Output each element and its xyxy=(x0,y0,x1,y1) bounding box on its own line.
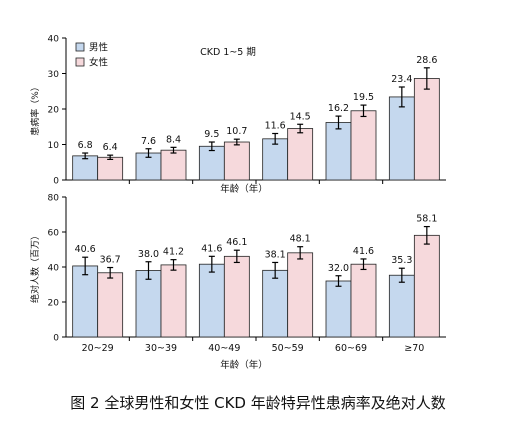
y-tick-label: 60 xyxy=(48,229,60,239)
bar-female xyxy=(413,234,440,338)
bar-female xyxy=(97,272,124,338)
y-tick-label: 0 xyxy=(53,177,59,187)
y-tick-label: 30 xyxy=(48,70,60,80)
y-tick-label: 10 xyxy=(48,141,60,151)
bar-female xyxy=(287,252,314,338)
bar-female xyxy=(223,255,250,338)
data-label: 58.1 xyxy=(416,214,437,225)
data-label: 9.5 xyxy=(204,129,219,140)
bar-male xyxy=(135,270,162,338)
chart-title: CKD 1~5 期 xyxy=(200,47,256,58)
chart-panel-1: 0 10 20 30 40 患病率（%） 年龄（年） 6.8 7.6 9.5 11.6 16.2 23.… xyxy=(29,35,446,195)
bar-male xyxy=(325,122,352,181)
y-axis-label: 患病率（%） xyxy=(29,82,41,136)
data-label: 10.7 xyxy=(226,126,247,137)
data-label: 16.2 xyxy=(328,103,349,114)
bar-female xyxy=(413,78,440,181)
data-label: 28.6 xyxy=(416,55,437,66)
bar-female xyxy=(350,110,377,181)
data-label: 38.0 xyxy=(138,249,159,260)
x-tick-label: 30~39 xyxy=(145,343,177,354)
y-tick-label: 20 xyxy=(48,299,60,309)
data-label: 41.6 xyxy=(201,243,222,254)
data-label: 6.4 xyxy=(103,142,118,153)
legend-swatch-female xyxy=(75,57,85,67)
bar-male xyxy=(72,265,99,338)
bar-male xyxy=(72,155,99,181)
data-label: 32.0 xyxy=(328,263,349,274)
data-label: 6.8 xyxy=(78,140,93,151)
bar-male xyxy=(262,269,289,338)
bar-male xyxy=(198,263,225,338)
x-axis-label: 年龄（年） xyxy=(220,183,268,195)
bar-male xyxy=(325,280,352,338)
figure-caption: 图 2 全球男性和女性 CKD 年龄特异性患病率及绝对人数 xyxy=(70,394,446,412)
data-label: 36.7 xyxy=(100,255,121,266)
x-axis-label: 年龄（年） xyxy=(220,359,268,371)
x-tick-label: ≥70 xyxy=(404,343,424,354)
x-tick-label: 50~59 xyxy=(272,343,304,354)
x-tick-label: 60~69 xyxy=(335,343,367,354)
bar-male xyxy=(198,145,225,181)
data-label: 11.6 xyxy=(265,120,286,131)
bar-female xyxy=(160,264,187,338)
bar-male xyxy=(262,138,289,181)
data-label: 41.6 xyxy=(353,246,374,257)
legend-label: 男性 xyxy=(89,42,109,54)
data-label: 23.4 xyxy=(391,74,412,85)
data-label: 19.5 xyxy=(353,92,374,103)
data-label: 40.6 xyxy=(75,244,96,255)
data-label: 7.6 xyxy=(141,136,156,147)
y-tick-label: 0 xyxy=(53,334,59,344)
y-axis-label: 绝对人数（百万） xyxy=(29,231,41,303)
data-label: 41.2 xyxy=(163,247,184,258)
bar-female xyxy=(350,263,377,338)
y-tick-label: 40 xyxy=(48,264,60,274)
bar-male xyxy=(388,96,415,181)
data-label: 35.3 xyxy=(391,255,412,266)
data-label: 48.1 xyxy=(290,234,311,245)
data-label: 8.4 xyxy=(166,134,181,145)
legend-label: 女性 xyxy=(89,57,109,69)
bar-female xyxy=(160,149,187,181)
y-tick-label: 40 xyxy=(48,35,60,45)
y-tick-label: 80 xyxy=(48,194,60,204)
x-tick-label: 40~49 xyxy=(208,343,240,354)
bar-female xyxy=(287,128,314,181)
x-tick-label: 20~29 xyxy=(82,343,114,354)
data-label: 14.5 xyxy=(290,111,311,122)
bar-female xyxy=(97,156,124,181)
data-label: 38.1 xyxy=(265,249,286,260)
bar-male xyxy=(388,274,415,338)
bar-female xyxy=(223,141,250,181)
y-tick-label: 20 xyxy=(48,106,60,116)
legend-swatch-male xyxy=(75,42,85,52)
data-label: 46.1 xyxy=(226,237,247,248)
chart-panel-2: 0 20 40 60 80 绝对人数（百万） 20~29 30~39 40~49 50~59 60~… xyxy=(29,194,446,371)
